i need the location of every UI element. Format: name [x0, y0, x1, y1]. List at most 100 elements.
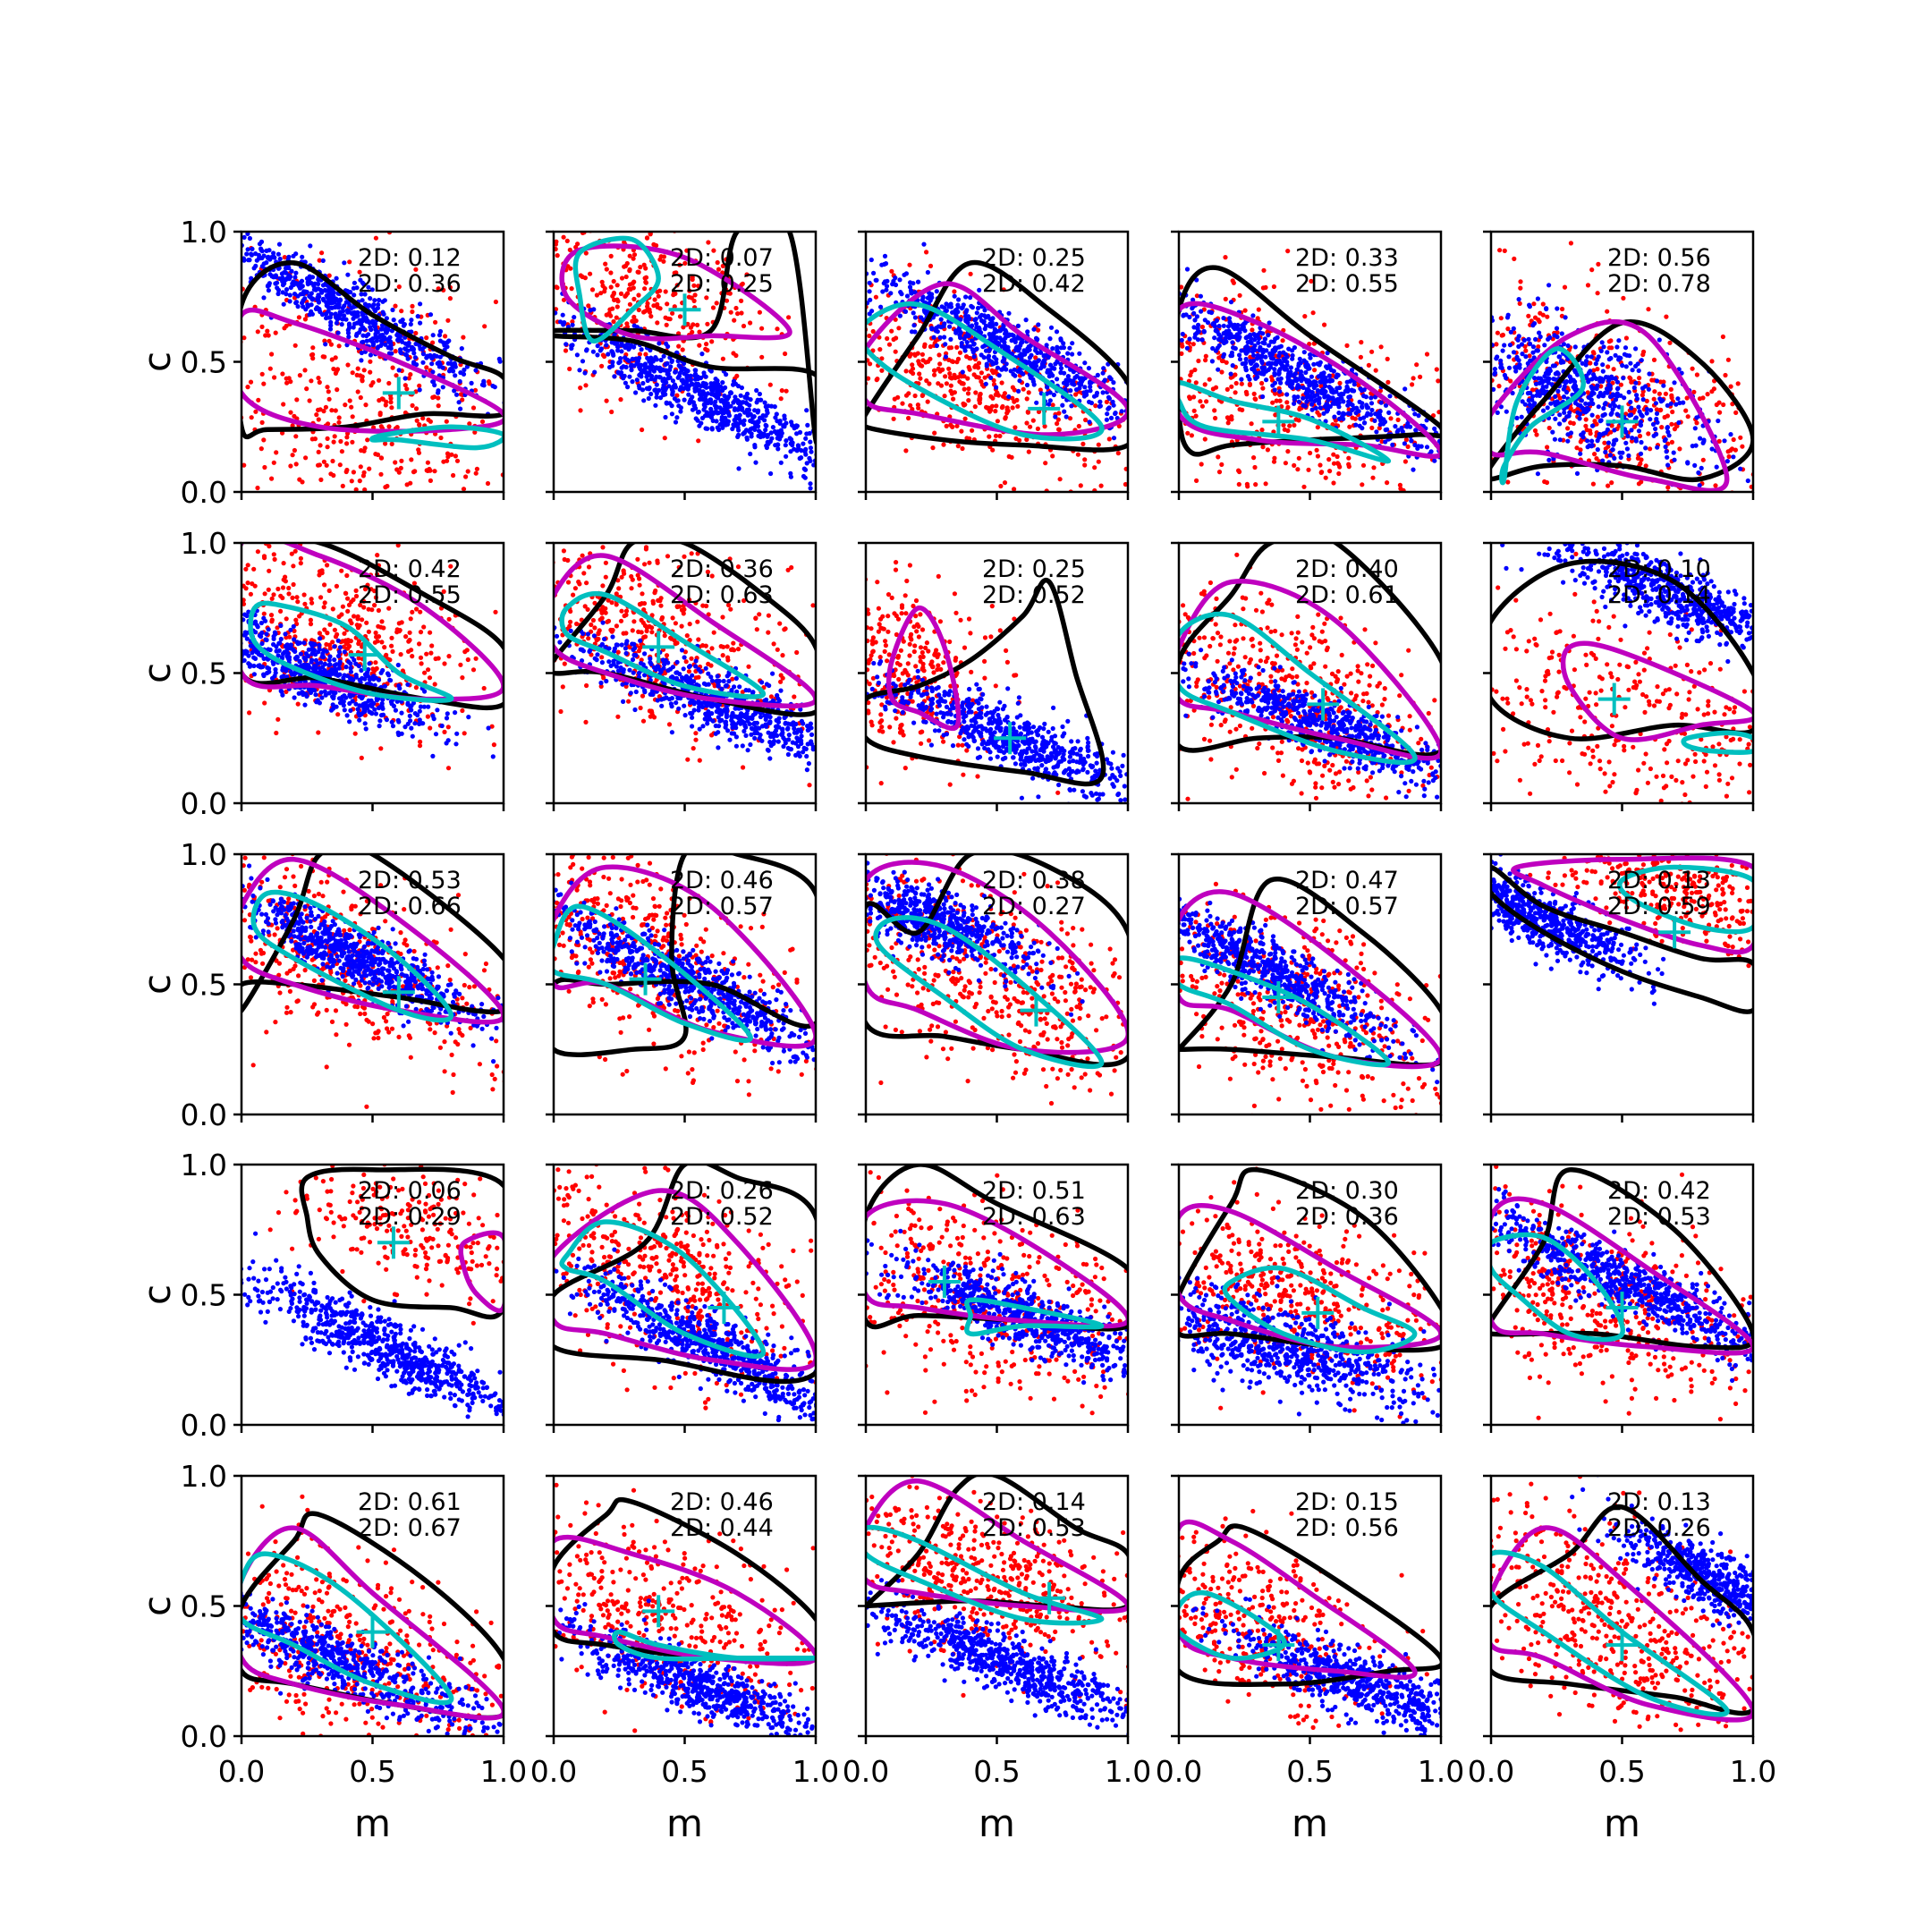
data-point — [323, 404, 328, 410]
data-point — [1042, 352, 1047, 358]
data-point — [692, 368, 698, 373]
data-point — [337, 297, 343, 302]
data-point — [1595, 291, 1600, 296]
data-point — [428, 419, 433, 424]
data-point — [1261, 371, 1267, 377]
data-point — [764, 403, 769, 410]
data-point — [1580, 360, 1585, 366]
data-point — [1646, 386, 1651, 392]
data-point — [1050, 402, 1055, 408]
data-point — [1436, 378, 1441, 384]
data-point — [436, 390, 441, 395]
data-point — [1562, 410, 1567, 415]
data-point — [1353, 411, 1359, 416]
data-point — [1187, 396, 1192, 402]
data-point — [677, 262, 682, 267]
data-point — [1369, 407, 1375, 413]
data-point — [349, 310, 354, 317]
data-point — [1527, 353, 1532, 359]
data-point — [1267, 320, 1272, 326]
data-point — [912, 393, 918, 399]
data-point — [1094, 390, 1100, 395]
data-point — [639, 347, 644, 352]
data-point — [637, 372, 642, 377]
data-point — [474, 466, 480, 471]
data-point — [1001, 287, 1006, 292]
data-point — [753, 423, 758, 428]
data-point — [663, 368, 669, 373]
data-point — [1344, 343, 1350, 348]
data-point — [1277, 398, 1283, 403]
data-point — [1639, 439, 1644, 445]
data-point — [1616, 338, 1622, 343]
data-point — [1626, 456, 1631, 462]
data-point — [1012, 336, 1017, 342]
data-point — [1271, 459, 1277, 464]
data-point — [1065, 351, 1071, 356]
data-point — [1500, 348, 1505, 353]
data-point — [741, 323, 747, 329]
data-point — [1252, 369, 1258, 375]
data-point — [1640, 352, 1646, 358]
data-point — [275, 266, 282, 271]
data-point — [579, 225, 583, 230]
data-point — [997, 335, 1003, 341]
data-point — [343, 469, 349, 475]
data-point — [724, 401, 731, 406]
data-point — [592, 369, 597, 375]
data-point — [1284, 352, 1289, 357]
data-point — [255, 329, 260, 335]
data-point — [352, 292, 357, 298]
data-point — [1039, 361, 1045, 367]
y-tick-label: 1.0 — [181, 215, 227, 250]
data-point — [998, 483, 1004, 489]
data-point — [956, 297, 962, 302]
data-point — [1105, 411, 1110, 417]
data-point — [1180, 343, 1185, 349]
data-point — [900, 401, 905, 406]
data-point — [895, 394, 901, 400]
data-point — [402, 383, 408, 388]
data-point — [405, 356, 411, 361]
data-point — [682, 397, 687, 402]
data-point — [1191, 342, 1196, 347]
data-point — [744, 391, 750, 396]
data-point — [374, 338, 379, 343]
data-point — [1243, 389, 1249, 394]
data-point — [380, 299, 386, 304]
data-point — [430, 333, 436, 338]
data-point — [409, 457, 414, 462]
data-point — [1093, 403, 1098, 409]
data-point — [1523, 348, 1529, 353]
data-point — [754, 387, 759, 394]
data-point — [701, 370, 707, 376]
data-point — [703, 381, 708, 386]
data-point — [1546, 425, 1552, 431]
data-point — [1270, 383, 1275, 388]
data-point — [1321, 392, 1326, 397]
data-point — [748, 320, 753, 326]
data-point — [1335, 372, 1340, 377]
data-point — [614, 304, 620, 309]
data-point — [290, 453, 295, 458]
data-point — [1562, 284, 1568, 290]
data-point — [430, 369, 436, 375]
data-point — [787, 436, 792, 441]
data-point — [445, 360, 451, 366]
data-point — [926, 359, 931, 364]
data-point — [1731, 436, 1736, 443]
data-point — [1663, 436, 1668, 442]
data-point — [1724, 459, 1730, 464]
data-point — [621, 364, 626, 369]
data-point — [1265, 447, 1270, 453]
data-point — [457, 378, 462, 385]
annotation-2d: 2D: 0.55 — [1295, 270, 1399, 298]
data-point — [1196, 358, 1201, 364]
data-point — [358, 277, 363, 283]
data-point — [1010, 395, 1015, 401]
data-point — [915, 279, 921, 284]
data-point — [1694, 372, 1699, 377]
data-point — [463, 474, 469, 479]
data-point — [1057, 477, 1063, 482]
data-point — [358, 394, 363, 401]
